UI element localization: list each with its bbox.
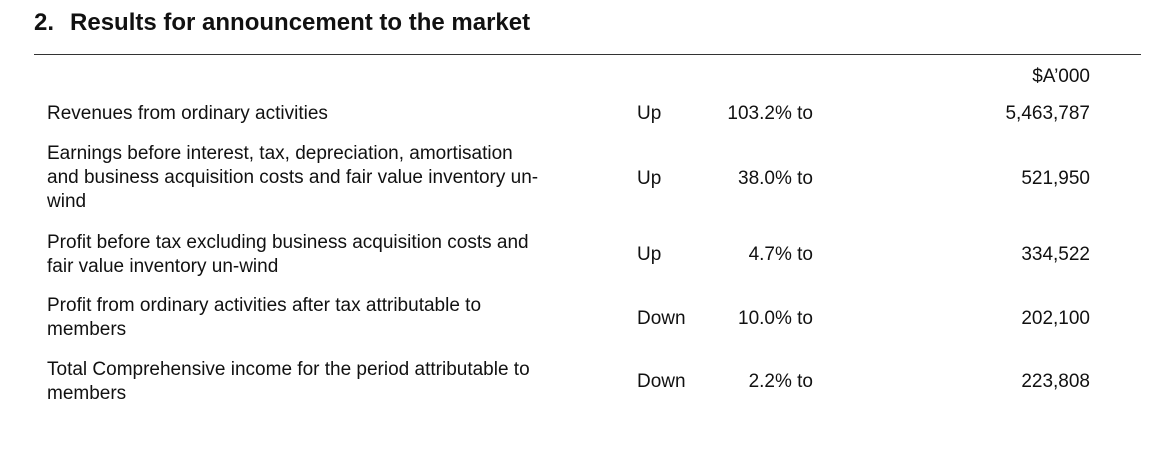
row-description-line: members xyxy=(47,383,127,404)
row-description-line: Profit before tax excluding business acq… xyxy=(47,232,529,253)
section-number: 2. xyxy=(34,9,55,36)
row-description-line: Revenues from ordinary activities xyxy=(47,103,328,124)
row-direction: Up xyxy=(637,103,662,124)
row-description: Earnings before interest, tax, depreciat… xyxy=(47,142,617,214)
row-percent: 38.0% to xyxy=(738,168,813,189)
row-direction: Up xyxy=(637,168,662,189)
row-description-line: Total Comprehensive income for the perio… xyxy=(47,359,530,380)
row-amount: 223,808 xyxy=(1021,371,1090,392)
row-direction: Down xyxy=(637,308,686,329)
row-amount: 202,100 xyxy=(1021,308,1090,329)
row-description: Profit before tax excluding business acq… xyxy=(47,231,617,279)
row-description: Revenues from ordinary activities xyxy=(47,102,617,126)
row-description: Profit from ordinary activities after ta… xyxy=(47,294,617,342)
row-percent: 2.2% to xyxy=(748,371,813,392)
row-description-line: fair value inventory un-wind xyxy=(47,256,279,277)
row-direction: Up xyxy=(637,244,662,265)
row-description-line: members xyxy=(47,319,127,340)
row-description: Total Comprehensive income for the perio… xyxy=(47,358,617,406)
heading-divider xyxy=(34,54,1141,55)
row-description-line: wind xyxy=(47,191,87,212)
unit-label: $A’000 xyxy=(1032,66,1090,87)
row-percent: 103.2% to xyxy=(727,103,813,124)
row-amount: 521,950 xyxy=(1021,168,1090,189)
section-heading: 2. Results for announcement to the market xyxy=(34,9,530,37)
section-title: Results for announcement to the market xyxy=(70,9,531,36)
row-direction: Down xyxy=(637,371,686,392)
row-description-line: Profit from ordinary activities after ta… xyxy=(47,295,482,316)
row-amount: 5,463,787 xyxy=(1005,103,1090,124)
row-percent: 10.0% to xyxy=(738,308,813,329)
row-amount: 334,522 xyxy=(1021,244,1090,265)
row-description-line: Earnings before interest, tax, depreciat… xyxy=(47,143,513,164)
row-description-line: and business acquisition costs and fair … xyxy=(47,167,539,188)
row-percent: 4.7% to xyxy=(748,244,813,265)
